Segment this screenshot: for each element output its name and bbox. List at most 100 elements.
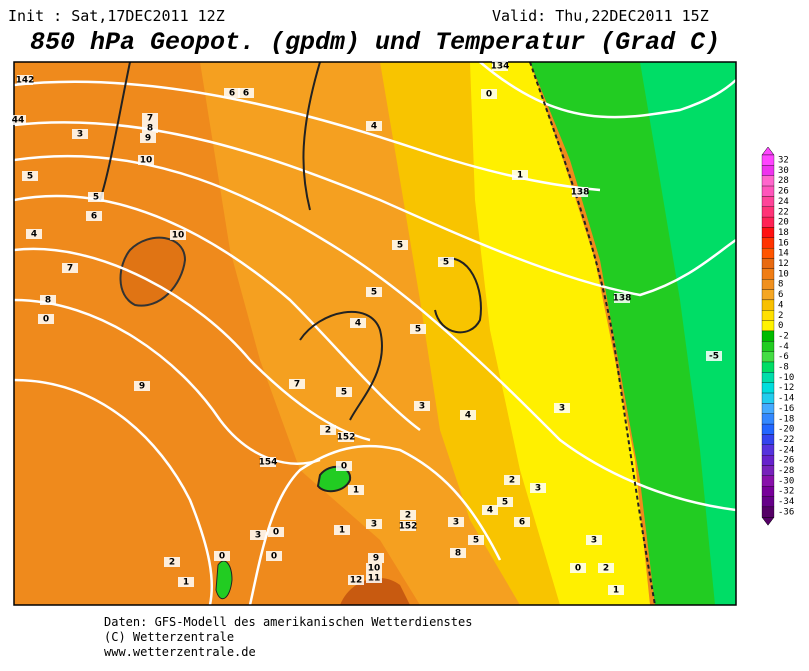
label-box — [460, 410, 476, 420]
contour-label: 2 — [325, 426, 331, 436]
colorbar-cell — [761, 465, 775, 477]
colorbar-label: -34 — [778, 497, 794, 507]
colorbar-cell — [761, 330, 775, 342]
label-box — [400, 510, 416, 520]
colorbar-label: 20 — [778, 218, 789, 228]
contour-label: 0 — [575, 564, 581, 574]
label-box — [140, 133, 156, 143]
cold-spot — [215, 560, 233, 600]
label-box — [366, 519, 382, 529]
contour-label: 3 — [559, 404, 565, 414]
label-box — [608, 585, 624, 595]
contour-label: 5 — [93, 193, 99, 203]
colorbar-label: -36 — [778, 507, 794, 517]
label-box — [554, 403, 570, 413]
isohypses — [14, 62, 736, 605]
label-box — [482, 505, 498, 515]
contour-label: 4 — [371, 122, 377, 132]
label-box — [348, 575, 364, 585]
colorbar-label: 14 — [778, 249, 789, 259]
colorbar-label: -2 — [778, 331, 789, 341]
label-box — [336, 461, 352, 471]
label-box — [338, 432, 354, 442]
label-box — [497, 497, 513, 507]
contour-label: 4 — [31, 230, 37, 240]
label-box — [38, 314, 54, 324]
contour-label: 9 — [139, 382, 145, 392]
colorbar-top — [761, 146, 775, 156]
label-box — [142, 113, 158, 123]
contour-label: 8 — [455, 549, 461, 559]
colorbar-label: -20 — [778, 425, 794, 435]
colorbar-cell — [761, 310, 775, 321]
map-area — [14, 62, 736, 605]
colorbar-cell — [761, 496, 775, 508]
label-box — [392, 240, 408, 250]
contour-label: 0 — [486, 90, 492, 100]
warm-core — [119, 236, 187, 307]
colorbar-cell — [761, 403, 775, 414]
contour-label: 6 — [243, 89, 249, 99]
colorbar-label: -30 — [778, 476, 794, 486]
contour-label: 3 — [591, 536, 597, 546]
colorbar-label: 16 — [778, 238, 789, 248]
label-box — [514, 517, 530, 527]
label-box — [348, 485, 364, 495]
colorbar-label: 26 — [778, 187, 789, 197]
colorbar-label: 4 — [778, 300, 783, 310]
contour-label: 154 — [259, 458, 278, 468]
colorbar-label: 2 — [778, 311, 783, 321]
label-box — [72, 129, 88, 139]
contour-label: 1 — [613, 586, 619, 596]
colorbar-label: -32 — [778, 487, 794, 497]
label-box — [530, 483, 546, 493]
init-time: Init : Sat,17DEC2011 12Z — [8, 7, 225, 25]
colorbar-cell — [761, 279, 775, 290]
label-box — [26, 229, 42, 239]
colorbar-cell — [761, 454, 775, 466]
colorbar-cell — [761, 361, 775, 373]
contour-label: 138 — [613, 294, 632, 304]
label-box — [512, 170, 528, 180]
colorbar-cell — [761, 434, 775, 445]
colorbar-label: 32 — [778, 156, 789, 166]
label-box — [400, 521, 416, 531]
contour-label: 10 — [172, 231, 185, 241]
label-box — [88, 192, 104, 202]
colorbar-cell — [761, 351, 775, 363]
contour-label: 1 — [353, 486, 359, 496]
cold-spot — [316, 465, 352, 493]
label-box — [468, 535, 484, 545]
contour-label: 5 — [341, 388, 347, 398]
label-box — [368, 553, 384, 563]
colorbar-label: -8 — [778, 363, 789, 373]
map-frame — [13, 61, 737, 606]
contour-label: 10 — [140, 156, 153, 166]
label-box — [410, 324, 426, 334]
colorbar-cell — [761, 258, 775, 270]
label-box — [481, 89, 497, 99]
contour-label: 3 — [535, 484, 541, 494]
contour-label: 0 — [271, 552, 277, 562]
contour-label: 1 — [339, 526, 345, 536]
colorbar-label: 10 — [778, 269, 789, 279]
contour-label: 9 — [373, 554, 379, 564]
colorbar-label: 30 — [778, 166, 789, 176]
contour-label: 4 — [487, 506, 493, 516]
colorbar-label: 24 — [778, 197, 789, 207]
contour-label: 5 — [443, 258, 449, 268]
colorbar: 32302826242220181614121086420-2-4-6-8-10… — [761, 146, 794, 526]
contour-label: 2 — [509, 476, 515, 486]
contour-label: 0 — [43, 315, 49, 325]
colorbar-cell — [761, 154, 775, 166]
label-box — [366, 573, 382, 583]
label-box — [86, 211, 102, 221]
light-green-field — [640, 62, 736, 605]
label-box — [250, 530, 266, 540]
contour-label: 0 — [341, 462, 347, 472]
label-box — [164, 557, 180, 567]
label-box — [224, 88, 240, 98]
colorbar-label: -10 — [778, 373, 794, 383]
colorbar-label: 22 — [778, 207, 789, 217]
